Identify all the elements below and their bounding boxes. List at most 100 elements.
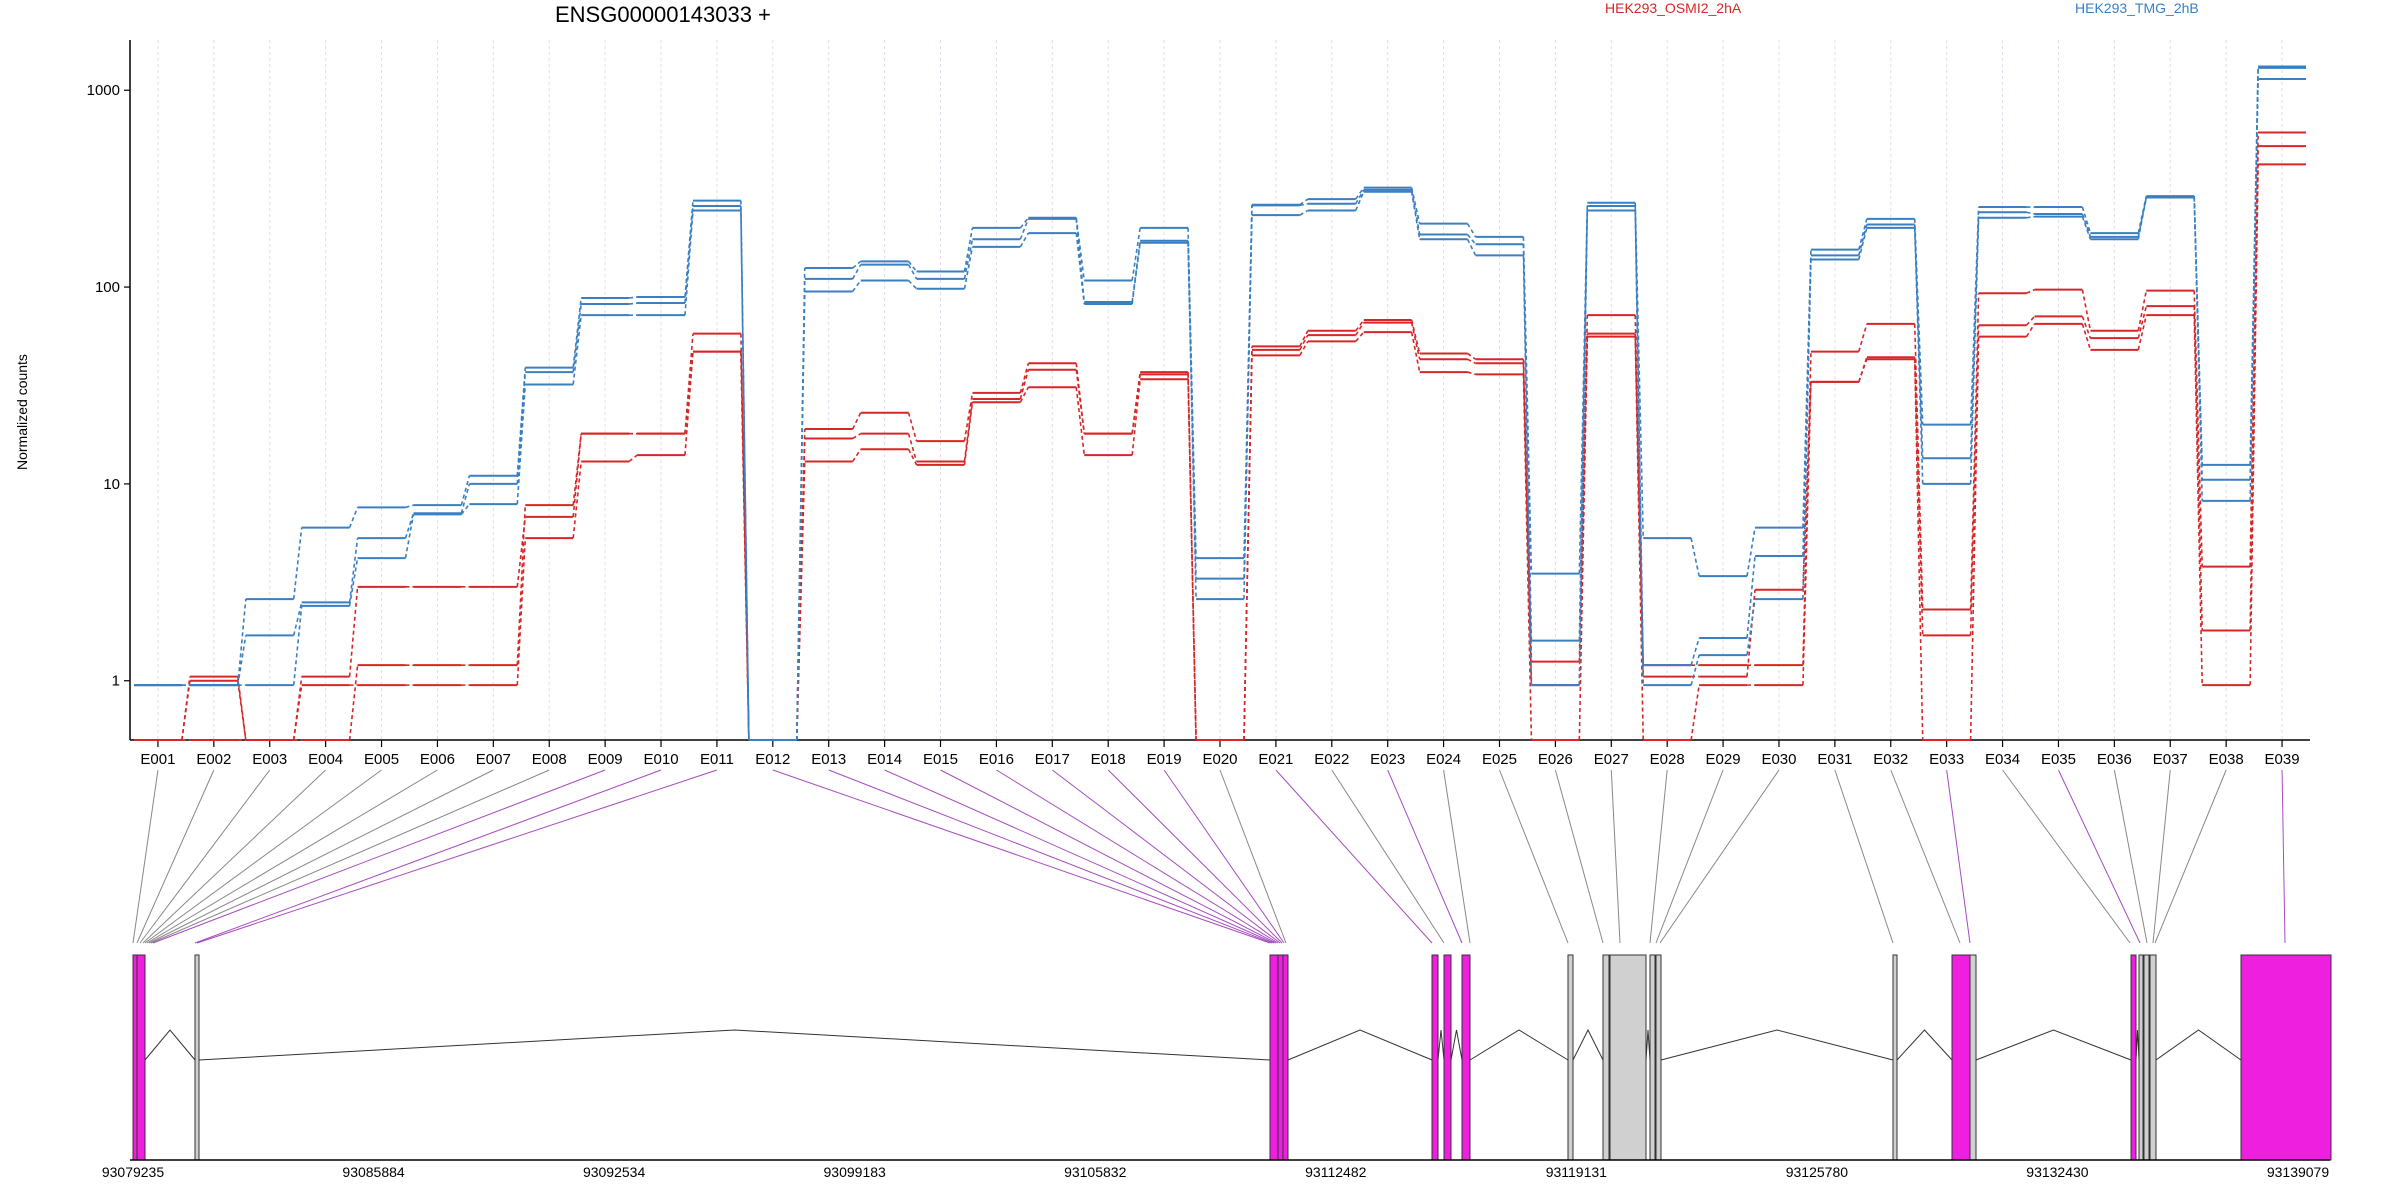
series-transition [1410,319,1421,354]
intron-line [1437,1029,1445,1061]
genomic-tick-label: 93139079 [2267,1164,2330,1180]
series-transition [572,303,582,373]
x-tick-label: E035 [2041,751,2076,768]
exon-block [1443,954,1452,1161]
series-transition [1634,210,1645,686]
series-transition [1075,387,1086,456]
series-transition [851,448,862,462]
exon-block [194,954,200,1161]
series-transition [516,372,527,484]
x-tick-label: E018 [1091,751,1126,768]
series-transition [1913,359,1924,741]
series-transition [963,239,974,280]
intron-line [144,1029,196,1061]
series-transition [1858,227,1868,260]
x-tick-label: E020 [1202,751,1237,768]
x-tick-label: E012 [755,751,790,768]
series-transition [851,264,862,280]
series-transition [2081,216,2092,240]
series-transition [516,505,527,666]
series-transition [348,557,359,607]
exon-connector [144,769,382,944]
x-tick-label: E024 [1426,751,1461,768]
x-tick-label: E014 [867,751,902,768]
exon-connector [772,769,1271,944]
series-transition [1969,217,1980,484]
series-transition [852,280,862,292]
series-transition [1690,637,1700,666]
exon-connector [1499,769,1569,944]
series-transition [1913,218,1924,425]
intron-line [1645,1029,1651,1061]
series-transition [1858,358,1868,383]
series-transition [1299,330,1309,347]
y-tick-label: 100 [95,279,120,296]
series-red-2 [134,163,2306,741]
x-tick-label: E006 [420,751,455,768]
exon-connector [2152,769,2171,944]
series-transition [236,598,247,686]
exon-block [1277,954,1284,1161]
series-transition [1690,538,1700,577]
series-transition [405,504,414,509]
exon-connector [1834,769,1894,944]
exon-connector [1659,769,1780,944]
series-transition [348,538,359,603]
series-transition [1131,240,1141,303]
series-transition [1578,336,1589,741]
intron-line [2155,1029,2242,1061]
series-transition [1019,217,1029,229]
exon-connector [884,769,1275,944]
exon-connector [146,769,438,944]
x-tick-label: E023 [1370,751,1405,768]
series-transition [795,278,806,741]
exon-connector [828,769,1273,944]
series-transition [2137,314,2148,351]
exon-connector [1890,769,1961,944]
exon-connector [1649,769,1668,944]
x-tick-label: E034 [1985,751,2020,768]
series-transition [907,448,918,466]
series-transition [684,200,694,298]
series-transition [292,605,303,686]
series-transition [1410,322,1421,360]
series-transition [1355,191,1365,211]
exon-block [1649,954,1656,1161]
series-transition [404,514,415,559]
series-transition [2193,306,2204,631]
series-transition [1299,340,1309,356]
series-transition [1858,218,1868,250]
legend-entry-tmg: HEK293_TMG_2hB [2075,0,2199,16]
exon-block [136,954,146,1161]
series-transition [292,602,303,636]
series-transition [237,635,247,686]
exon-block [2240,954,2332,1161]
y-tick-label: 1 [112,673,120,690]
series-transition [1858,224,1868,256]
x-tick-label: E027 [1594,751,1629,768]
series-transition [1410,191,1421,240]
series-transition [1410,187,1421,224]
series-transition [852,432,862,440]
series-transition [237,680,247,741]
genomic-tick-label: 93079235 [102,1164,165,1180]
x-tick-label: E032 [1873,751,1908,768]
exon-connector [196,769,718,944]
series-transition [1913,357,1924,636]
series-transition [2025,315,2036,326]
y-tick-label: 1000 [87,82,120,99]
intron-line [1896,1029,1953,1061]
series-transition [292,685,303,741]
series-transition [963,392,974,442]
series-transition [2026,211,2035,215]
series-transition [1299,334,1309,351]
exon-block [132,954,138,1161]
series-transition [628,454,638,463]
x-tick-label: E039 [2265,751,2300,768]
series-transition [1466,223,1477,238]
series-transition [1019,363,1030,394]
genomic-tick-label: 93125780 [1786,1164,1849,1180]
x-tick-label: E025 [1482,751,1517,768]
exon-connector [150,769,550,944]
